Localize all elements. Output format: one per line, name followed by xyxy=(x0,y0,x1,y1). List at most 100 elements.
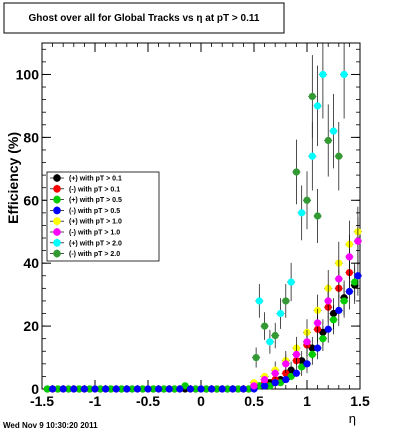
data-point xyxy=(176,385,184,393)
data-point xyxy=(303,196,311,204)
data-point xyxy=(314,102,322,110)
data-point xyxy=(335,306,343,314)
data-point xyxy=(324,297,332,305)
data-point xyxy=(80,385,88,393)
data-point xyxy=(261,322,269,330)
legend-marker xyxy=(53,217,61,225)
data-point xyxy=(282,360,290,368)
data-point xyxy=(292,369,300,377)
data-point xyxy=(354,272,362,280)
series-2 xyxy=(43,262,359,393)
data-point xyxy=(308,92,316,101)
legend-marker xyxy=(53,195,61,204)
data-point xyxy=(239,385,247,393)
data-point xyxy=(351,278,359,286)
data-point xyxy=(252,353,260,362)
data-point xyxy=(298,209,306,217)
data-point xyxy=(261,382,269,390)
x-tick-label: -1.5 xyxy=(30,393,54,409)
data-point xyxy=(202,385,210,393)
legend-entry: (+) with pT > 1.0 xyxy=(69,219,122,226)
y-tick-label: 100 xyxy=(16,66,40,82)
series-7 xyxy=(252,55,343,368)
data-point xyxy=(287,278,295,286)
data-point xyxy=(70,385,78,393)
data-point xyxy=(133,385,141,393)
data-point xyxy=(208,385,216,393)
data-point xyxy=(160,385,168,393)
data-markers xyxy=(43,43,362,393)
legend: (+) with pT > 0.1 (-) with pT > 0.1 (+) wi… xyxy=(50,174,122,258)
y-tick-label: 40 xyxy=(23,255,39,271)
data-point xyxy=(59,385,67,393)
legend-entry: (+) with pT > 0.1 xyxy=(69,176,122,183)
y-tick-label: 20 xyxy=(23,318,39,334)
data-point xyxy=(271,369,279,377)
data-point xyxy=(266,382,274,390)
data-point xyxy=(123,385,131,393)
series-0 xyxy=(43,266,359,393)
data-point xyxy=(144,385,152,393)
data-point xyxy=(91,385,99,393)
data-point xyxy=(197,385,205,393)
legend-entry: (-) with pT > 0.1 xyxy=(69,186,120,193)
data-point xyxy=(335,275,343,283)
x-tick-label: 0 xyxy=(197,393,205,409)
data-point xyxy=(86,385,94,393)
y-tick-label: 0 xyxy=(31,381,39,397)
data-point xyxy=(181,382,189,390)
data-point xyxy=(192,385,200,393)
legend-entry: (+) with pT > 0.5 xyxy=(69,197,122,204)
data-point xyxy=(329,316,338,324)
data-point xyxy=(255,297,263,305)
legend-marker xyxy=(53,228,61,236)
data-point xyxy=(271,379,279,387)
data-point xyxy=(149,385,157,393)
data-point xyxy=(234,385,242,393)
data-point xyxy=(308,350,316,358)
series-6 xyxy=(255,43,349,354)
data-point xyxy=(282,369,290,377)
data-point xyxy=(276,309,285,318)
x-tick-label: 1 xyxy=(303,393,311,409)
data-point xyxy=(287,366,295,374)
series-1 xyxy=(48,252,354,393)
data-point xyxy=(303,360,311,368)
data-point xyxy=(276,379,285,387)
x-tick-label: -1 xyxy=(89,393,102,409)
data-point xyxy=(345,253,353,261)
data-point xyxy=(298,363,306,371)
data-point xyxy=(319,70,327,79)
x-tick-label: 0.5 xyxy=(244,393,264,409)
data-point xyxy=(75,385,83,393)
legend-marker xyxy=(53,174,61,182)
timestamp: Wed Nov 9 10:30:20 2011 xyxy=(3,421,98,430)
data-point xyxy=(292,350,300,358)
data-point xyxy=(117,385,126,393)
data-point xyxy=(107,385,115,393)
data-point xyxy=(354,237,362,245)
y-axis-label: Efficiency (%) xyxy=(5,132,21,224)
data-point xyxy=(155,385,163,393)
data-point xyxy=(282,375,290,384)
data-point xyxy=(314,344,322,352)
legend-entry: (-) with pT > 1.0 xyxy=(69,230,120,237)
data-point xyxy=(128,385,136,393)
data-point xyxy=(261,375,269,384)
legend-marker xyxy=(53,206,61,215)
data-point xyxy=(64,385,73,393)
data-point xyxy=(218,385,226,393)
data-point xyxy=(223,385,232,393)
data-point xyxy=(335,152,343,160)
data-point xyxy=(314,319,322,327)
data-point xyxy=(324,136,332,145)
data-point xyxy=(308,152,316,160)
data-point xyxy=(287,372,295,381)
data-point xyxy=(340,297,348,305)
data-point xyxy=(319,335,327,343)
data-point xyxy=(54,385,62,393)
data-point xyxy=(340,70,348,79)
legend-box xyxy=(46,171,160,262)
legend-entry: (-) with pT > 2.0 xyxy=(69,251,120,258)
data-point xyxy=(303,338,311,346)
